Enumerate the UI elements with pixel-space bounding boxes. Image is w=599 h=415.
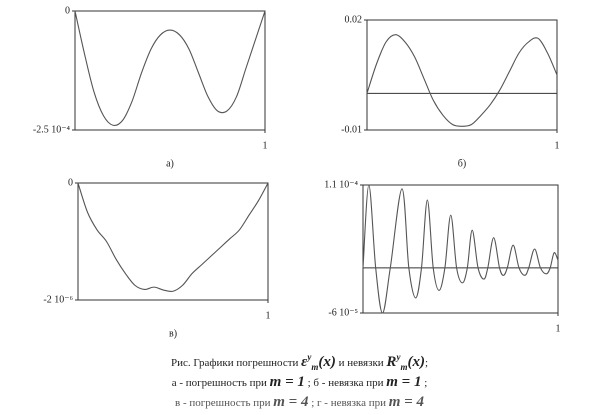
- curve: [74, 10, 266, 126]
- math: m = 1: [269, 374, 305, 390]
- y-tick-label: 0: [68, 177, 73, 188]
- math-symbol: R: [386, 354, 397, 370]
- math-sub: m: [400, 362, 408, 372]
- caption-text: а - погрешность при: [171, 377, 267, 389]
- x-tick-label: 1: [266, 310, 271, 321]
- caption-line: Рис. Графики погрешности εym(x) и невязк…: [0, 352, 599, 372]
- curve: [77, 182, 269, 293]
- caption-text: и невязки: [338, 357, 384, 369]
- x-tick-label: 1: [556, 323, 561, 334]
- panel-label: б): [458, 158, 466, 169]
- caption-text: в - погрешность при: [175, 397, 271, 409]
- math-arg: (x): [407, 354, 425, 370]
- y-tick-label: 1.1 10⁻⁴: [324, 179, 358, 190]
- math: εym(x): [301, 352, 336, 372]
- y-tick-label: 0.02: [345, 14, 363, 25]
- math-sup: y: [396, 352, 401, 362]
- plot-frame: [366, 19, 558, 131]
- math: m = 4: [273, 394, 309, 410]
- y-tick-label: 0: [65, 5, 70, 16]
- curve: [366, 34, 558, 127]
- math: Rym(x): [386, 352, 425, 372]
- curve: [362, 184, 559, 314]
- math-sub: m: [311, 362, 319, 372]
- panel-label: а): [166, 158, 174, 169]
- plot-frame: [77, 182, 269, 301]
- math-symbol: ε: [301, 354, 308, 370]
- caption-text: ;: [424, 357, 429, 369]
- math-arg: (x): [318, 354, 336, 370]
- caption-line: а - погрешность при m = 1 ; б - невязка …: [0, 374, 599, 391]
- math: m = 4: [388, 394, 424, 410]
- math-sup: y: [307, 352, 312, 362]
- y-tick-label: -2 10⁻⁶: [43, 294, 73, 305]
- caption-text: ; б - невязка при: [307, 377, 384, 389]
- y-tick-label: -2.5 10⁻⁴: [33, 124, 71, 135]
- caption-text: ;: [424, 377, 428, 389]
- caption-text: Рис. Графики погрешности: [170, 357, 299, 369]
- charts: -2.5 10⁻⁴ 0 1 а) -0.01 0.02 1 б) -2 10⁻⁶ 0 1 в) -6 1…: [33, 5, 561, 339]
- panel-label: в): [169, 328, 177, 339]
- y-tick-label: -0.01: [341, 124, 362, 135]
- x-tick-label: 1: [263, 140, 268, 151]
- math: m = 1: [386, 374, 422, 390]
- caption-text: ; г - невязка при: [311, 397, 387, 409]
- caption-line: в - погрешность при m = 4 ; г - невязка …: [0, 394, 599, 411]
- plot-frame: [74, 10, 266, 131]
- x-tick-label: 1: [555, 140, 560, 151]
- y-tick-label: -6 10⁻⁵: [328, 307, 358, 318]
- plot-frame: [362, 184, 559, 314]
